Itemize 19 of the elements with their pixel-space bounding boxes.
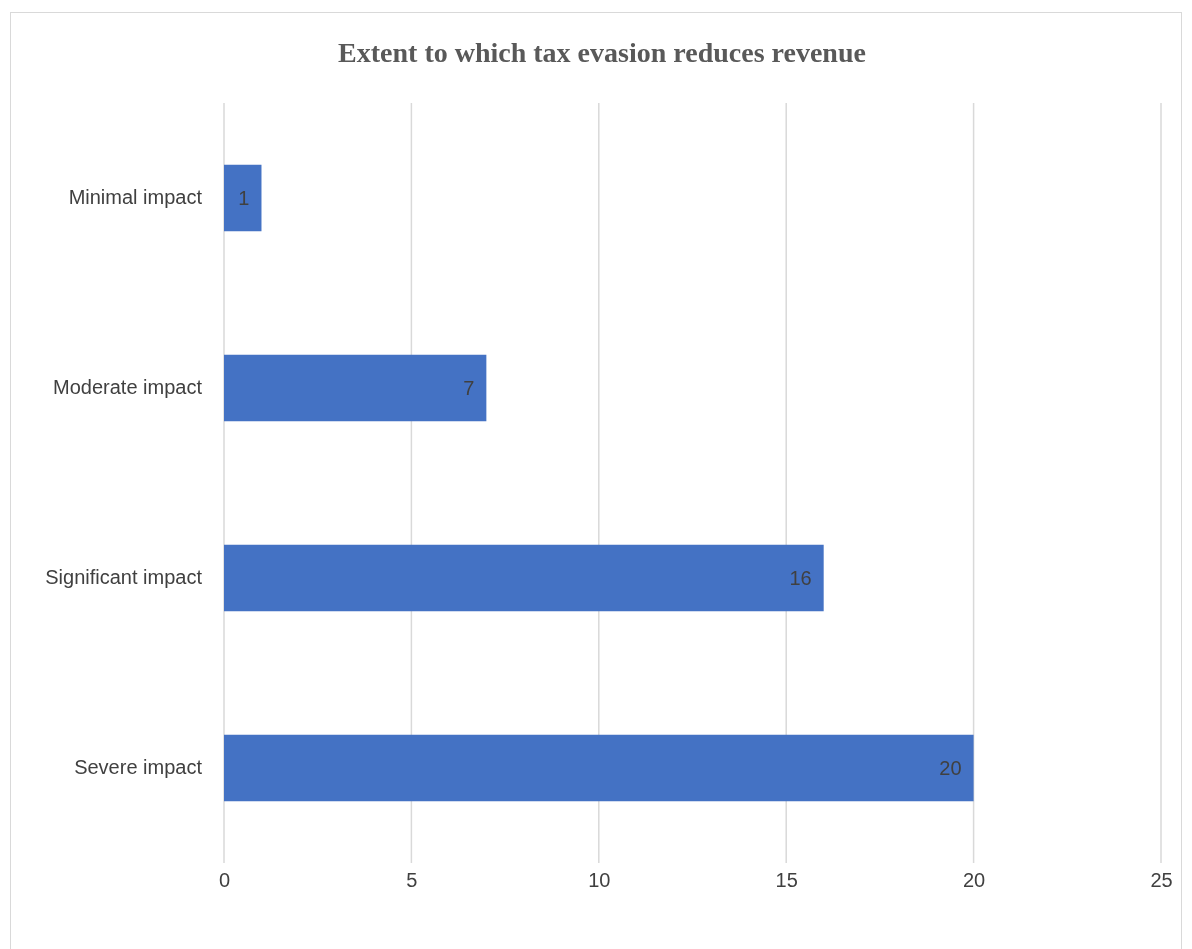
data-label: 1 xyxy=(238,187,250,209)
bar xyxy=(224,164,262,232)
x-tick-label: 15 xyxy=(775,869,798,892)
x-tick-label: 0 xyxy=(218,869,231,892)
y-tick-label: Severe impact xyxy=(74,756,203,779)
chart-title: Extent to which tax evasion reduces revenue xyxy=(338,37,866,68)
y-tick-label: Moderate impact xyxy=(53,376,203,399)
data-label: 20 xyxy=(939,757,962,779)
bar xyxy=(224,354,487,422)
bar xyxy=(224,734,974,802)
bar xyxy=(224,544,824,612)
x-tick-label: 5 xyxy=(406,869,418,892)
y-tick-label: Minimal impact xyxy=(68,186,203,209)
data-label: 16 xyxy=(789,567,812,589)
x-tick-label: 10 xyxy=(588,869,611,892)
x-tick-label: 25 xyxy=(1150,869,1173,892)
data-label: 7 xyxy=(463,377,475,399)
y-tick-label: Significant impact xyxy=(45,566,203,589)
x-tick-label: 20 xyxy=(962,869,986,892)
